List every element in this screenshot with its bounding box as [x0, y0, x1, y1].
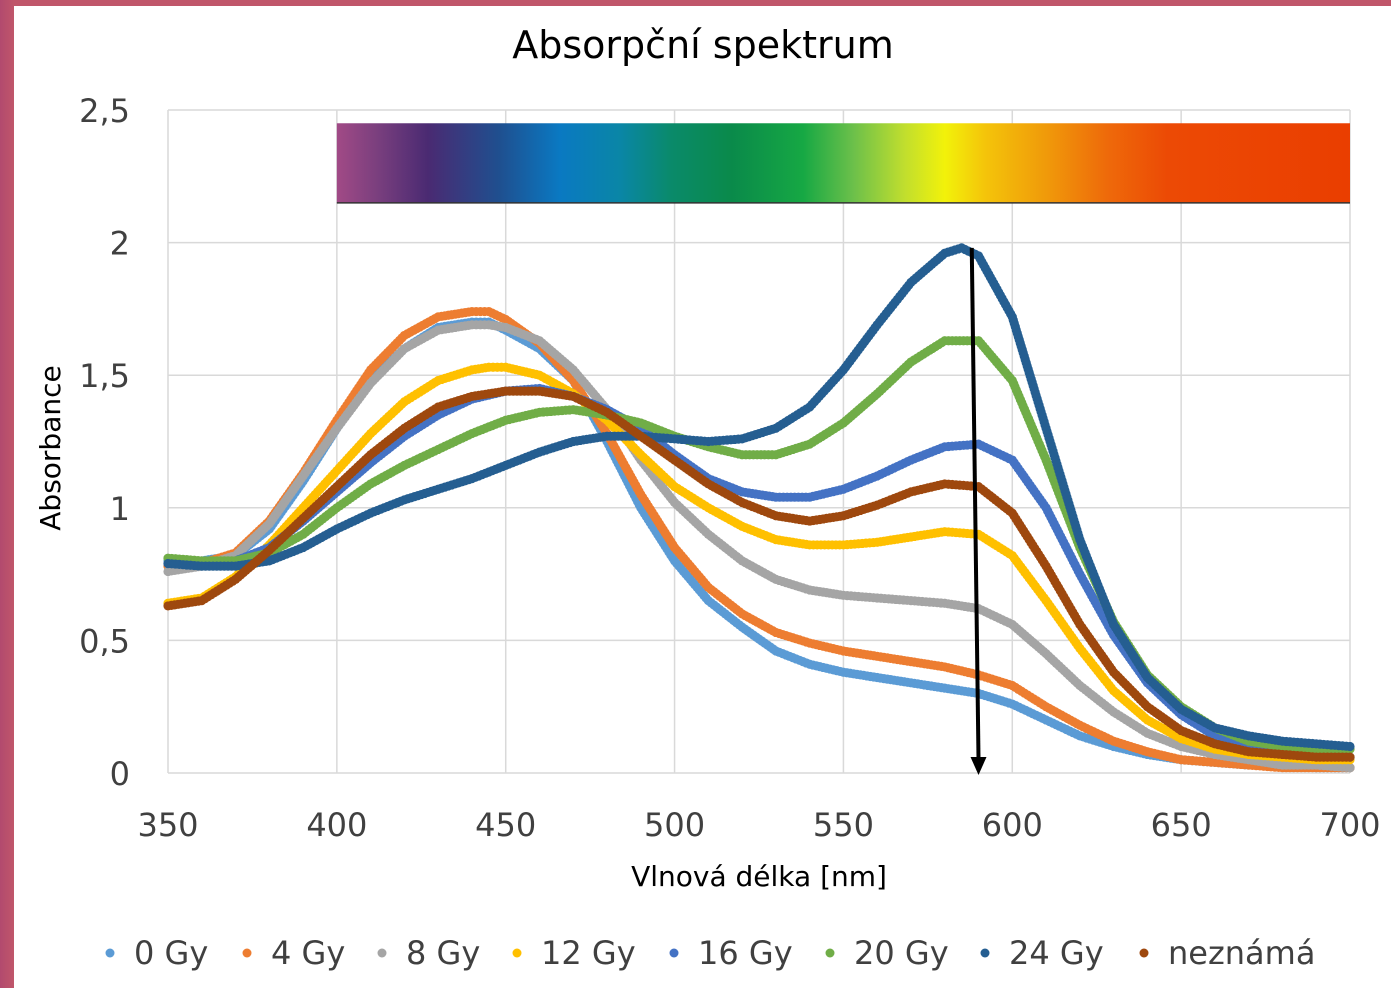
legend-marker: [377, 948, 387, 958]
x-tick-label: 600: [982, 806, 1043, 844]
legend-marker: [825, 948, 835, 958]
y-tick-label: 0: [110, 755, 130, 793]
arrow-head: [970, 757, 987, 775]
x-tick-label: 500: [644, 806, 705, 844]
legend-item: 8 Gy: [377, 934, 480, 972]
legend-marker: [105, 948, 115, 958]
x-tick-label: 450: [475, 806, 536, 844]
legend-item: neznámá: [1139, 934, 1315, 972]
x-axis-title: Vlnová délka [nm]: [631, 860, 887, 893]
y-tick-label: 2: [110, 225, 130, 263]
peak-arrow: [969, 247, 987, 775]
arrow-shaft: [969, 247, 981, 760]
point: [1345, 752, 1355, 762]
legend-label: 0 Gy: [134, 934, 208, 972]
legend-item: 16 Gy: [669, 934, 793, 972]
chart-frame: 350 400 450 500 550 600 650 700 0 0,5 1 1,5 2 2,5 Abs…: [14, 6, 1391, 988]
legend-marker: [669, 948, 679, 958]
legend-label: 24 Gy: [1009, 934, 1104, 972]
x-tick-label: 550: [813, 806, 874, 844]
legend-marker: [1139, 948, 1149, 958]
y-tick-label: 0,5: [79, 622, 130, 660]
legend-label: 8 Gy: [406, 934, 480, 972]
legend-item: 0 Gy: [105, 934, 208, 972]
legend-label: 12 Gy: [541, 934, 636, 972]
legend-marker: [512, 948, 522, 958]
series-6: [163, 243, 1355, 752]
legend-label: 16 Gy: [698, 934, 793, 972]
legend-label: 20 Gy: [854, 934, 949, 972]
point: [1345, 741, 1355, 752]
absorption-spectrum-chart: 350 400 450 500 550 600 650 700 0 0,5 1 1,5 2 2,5 Abs…: [34, 23, 1381, 972]
legend-item: 20 Gy: [825, 934, 949, 972]
x-tick-label: 650: [1151, 806, 1212, 844]
y-tick-label: 2,5: [79, 92, 130, 130]
x-tick-label: 700: [1319, 806, 1380, 844]
legend-marker: [242, 948, 252, 958]
legend-label: 4 Gy: [271, 934, 345, 972]
legend-item: 24 Gy: [980, 934, 1104, 972]
legend: 0 Gy 4 Gy 8 Gy 12 Gy 16 Gy 20 Gy 24 Gy neznámá: [105, 934, 1315, 972]
series-5: [163, 336, 1355, 754]
legend-item: 4 Gy: [242, 934, 345, 972]
series-7: [163, 386, 1355, 762]
x-tick-label: 400: [306, 806, 367, 844]
y-tick-label: 1,5: [79, 357, 130, 395]
legend-label: neznámá: [1168, 934, 1315, 972]
y-axis-title: Absorbance: [34, 365, 67, 530]
visible-spectrum-band: [336, 123, 1350, 203]
y-tick-label: 1: [110, 490, 130, 528]
series-2: [163, 320, 1355, 773]
grid-lines: [167, 109, 1351, 774]
x-tick-label: 350: [137, 806, 198, 844]
chart-title: Absorpční spektrum: [512, 23, 893, 67]
legend-marker: [980, 948, 990, 958]
point: [1345, 763, 1355, 773]
legend-item: 12 Gy: [512, 934, 636, 972]
axis-tick-labels: 350 400 450 500 550 600 650 700 0 0,5 1 1,5 2 2,5: [79, 92, 1380, 844]
